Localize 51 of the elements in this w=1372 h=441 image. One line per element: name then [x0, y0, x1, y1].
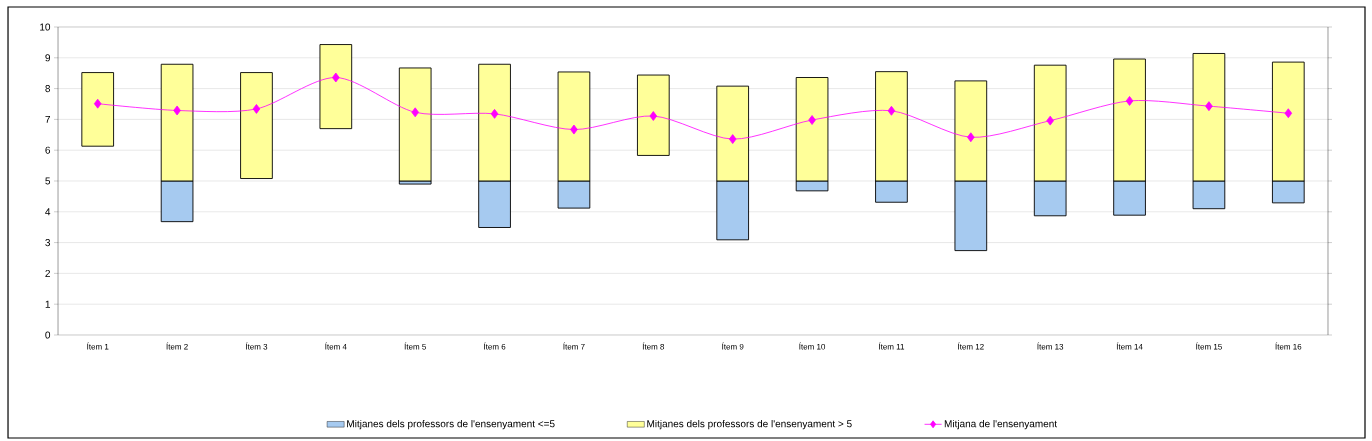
point — [173, 105, 181, 116]
point — [93, 98, 102, 109]
x-tick-label: Ítem 10 — [799, 342, 826, 350]
point — [728, 134, 737, 145]
y-tick-label: 1 — [45, 300, 51, 308]
x-tick-label: Ítem 5 — [404, 342, 426, 350]
point — [649, 111, 658, 121]
point — [967, 132, 975, 143]
x-tick-label: Ítem 1 — [87, 342, 109, 350]
bar — [81, 72, 115, 147]
legend-label: Mitjana de l'ensenyament — [944, 419, 1058, 430]
x-tick-label: Ítem 2 — [166, 342, 188, 350]
point — [1205, 101, 1213, 112]
bar — [319, 44, 353, 130]
x-tick-label: Ítem 16 — [1275, 342, 1302, 350]
y-tick-label: 2 — [45, 269, 50, 277]
y-tick-label: 10 — [40, 23, 51, 31]
x-tick-label: Ítem 13 — [1037, 342, 1064, 350]
x-tick-label: Ítem 4 — [325, 342, 347, 350]
y-tick-label: 7 — [45, 115, 50, 123]
point — [570, 124, 578, 135]
x-tick-label: Ítem 8 — [642, 342, 665, 350]
point — [411, 107, 419, 118]
x-tick-label: Ítem 15 — [1196, 342, 1222, 350]
y-tick-label: 3 — [45, 239, 51, 247]
x-tick-label: Ítem 6 — [484, 342, 506, 350]
point — [332, 72, 340, 83]
legend-label: Mitjanes dels professors de l'ensenyament > 5 — [647, 419, 852, 430]
bar — [398, 67, 432, 182]
legend-label: Mitjanes dels professors de l'ensenyament <=5 — [347, 419, 555, 430]
y-tick-label: 0 — [45, 331, 51, 339]
point — [887, 105, 896, 116]
point — [1284, 108, 1293, 119]
bar — [240, 72, 273, 179]
bar — [637, 74, 670, 156]
point — [1046, 115, 1054, 126]
x-tick-label: Ítem 11 — [878, 342, 905, 350]
y-tick-label: 9 — [45, 54, 51, 62]
x-tick-label: Ítem 3 — [245, 342, 268, 350]
point — [252, 104, 261, 114]
y-tick-label: 4 — [45, 208, 51, 216]
point — [808, 115, 816, 125]
y-tick-label: 8 — [45, 85, 51, 93]
x-tick-label: Ítem 12 — [958, 342, 984, 350]
point — [490, 108, 499, 119]
x-tick-label: Ítem 7 — [563, 342, 585, 350]
y-tick-label: 5 — [45, 177, 51, 185]
y-tick-label: 6 — [45, 146, 51, 154]
x-tick-label: Ítem 9 — [722, 342, 744, 350]
point — [1125, 96, 1134, 106]
x-tick-label: Ítem 14 — [1116, 342, 1143, 350]
